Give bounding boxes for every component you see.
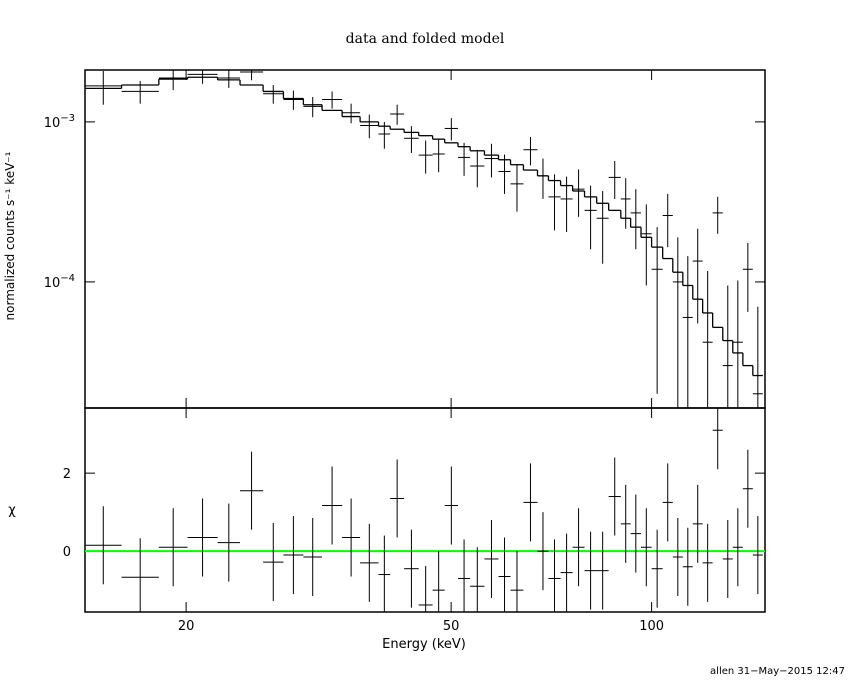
y-tick-label: 10−3 (44, 113, 75, 131)
y-axis-label: χ (8, 503, 16, 518)
y-tick-label: 2 (63, 467, 71, 482)
chart-title: data and folded model (346, 31, 505, 47)
y-tick-exponent: −4 (60, 273, 75, 284)
y-tick-base: 10 (44, 116, 61, 131)
plot-frame (84, 407, 766, 613)
y-tick-exponent: −3 (60, 113, 75, 124)
y-tick-label: 0 (63, 545, 71, 560)
x-axis-label: Energy (keV) (382, 637, 466, 652)
footer: allen 31−May−2015 12:47 (710, 666, 845, 677)
x-tick-label: 50 (443, 619, 460, 634)
plot-frame (84, 69, 766, 409)
plot-area (85, 408, 765, 612)
y-tick-label: 10−4 (44, 273, 75, 291)
x-tick-label: 100 (639, 619, 664, 634)
y-axis-label: normalized counts s⁻¹ keV⁻¹ (3, 151, 17, 320)
y-tick-base: 10 (44, 276, 61, 291)
plot-area (85, 70, 763, 408)
x-tick-label: 20 (178, 619, 195, 634)
